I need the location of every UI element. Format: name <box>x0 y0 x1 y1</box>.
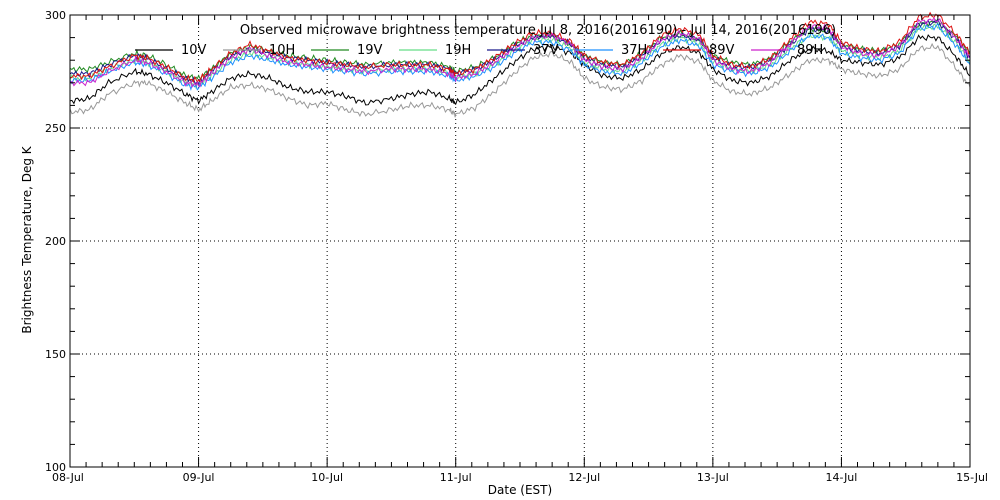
legend-label-37H: 37H <box>621 43 647 58</box>
x-tick-label: 13-Jul <box>697 471 729 484</box>
series-lines <box>69 11 971 118</box>
y-tick-label: 100 <box>45 461 66 474</box>
x-tick-label: 10-Jul <box>311 471 343 484</box>
legend-label-19H: 19H <box>445 43 471 58</box>
grid <box>70 15 970 467</box>
x-tick-labels: 08-Jul 09-Jul 10-Jul 11-Jul 12-Jul 13-Jul 14-J… <box>52 471 988 484</box>
legend-label-19V: 19V <box>357 43 383 58</box>
legend-label-37V: 37V <box>533 43 559 58</box>
y-tick-label: 300 <box>45 9 66 22</box>
legend-label-89V: 89V <box>709 43 735 58</box>
series-line-10H <box>69 42 971 118</box>
series-line-89V <box>69 11 971 84</box>
legend-label-89H: 89H <box>797 43 823 58</box>
legend-label-10V: 10V <box>181 43 207 58</box>
legend-label-10H: 10H <box>269 43 295 58</box>
x-tick-label: 12-Jul <box>568 471 600 484</box>
y-tick-label: 250 <box>45 122 66 135</box>
series-line-37H <box>69 22 971 92</box>
x-tick-label: 14-Jul <box>825 471 857 484</box>
axis-ticks <box>69 14 971 468</box>
x-axis-label: Date (EST) <box>488 483 552 497</box>
x-tick-label: 15-Jul <box>956 471 988 484</box>
chart-title: Observed microwave brightness temperatur… <box>240 23 836 38</box>
x-tick-label: 08-Jul <box>52 471 84 484</box>
y-axis-label: Brightness Temperature, Deg K <box>20 145 34 333</box>
y-tick-label: 150 <box>45 348 66 361</box>
legend: 10V 10H 19V 19H 37V 37H 89V 89H <box>135 43 823 58</box>
series-line-89H <box>69 17 971 89</box>
y-tick-labels: 100 150 200 250 300 <box>45 9 66 474</box>
x-tick-label: 09-Jul <box>183 471 215 484</box>
y-tick-label: 200 <box>45 235 66 248</box>
x-tick-label: 11-Jul <box>440 471 472 484</box>
series-line-10V <box>69 34 971 106</box>
